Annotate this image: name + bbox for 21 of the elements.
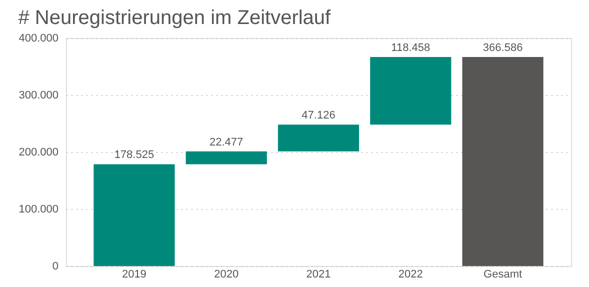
y-tick-label: 100.000 [18,204,58,216]
data-label: 178.525 [114,149,154,162]
bar [370,57,452,125]
chart-title: # Neuregistrierungen im Zeitverlauf [18,7,332,29]
bar [462,57,544,266]
x-tick-label: 2020 [214,268,239,280]
y-tick-label: 400.000 [18,32,58,44]
y-tick-label: 0 [52,260,58,272]
y-tick-label: 200.000 [18,146,58,158]
y-tick-label: 300.000 [18,90,58,102]
bar [278,124,360,152]
bar [186,151,267,164]
x-tick-label: 2022 [398,268,423,280]
x-tick-label: Gesamt [484,268,522,280]
data-label: 47.126 [302,110,336,122]
x-tick-label: 2021 [306,268,331,280]
data-label: 118.458 [391,42,430,54]
data-label: 22.477 [210,136,244,148]
bar [94,164,175,266]
data-label: 366.586 [482,42,523,54]
x-tick-label: 2019 [122,268,146,280]
